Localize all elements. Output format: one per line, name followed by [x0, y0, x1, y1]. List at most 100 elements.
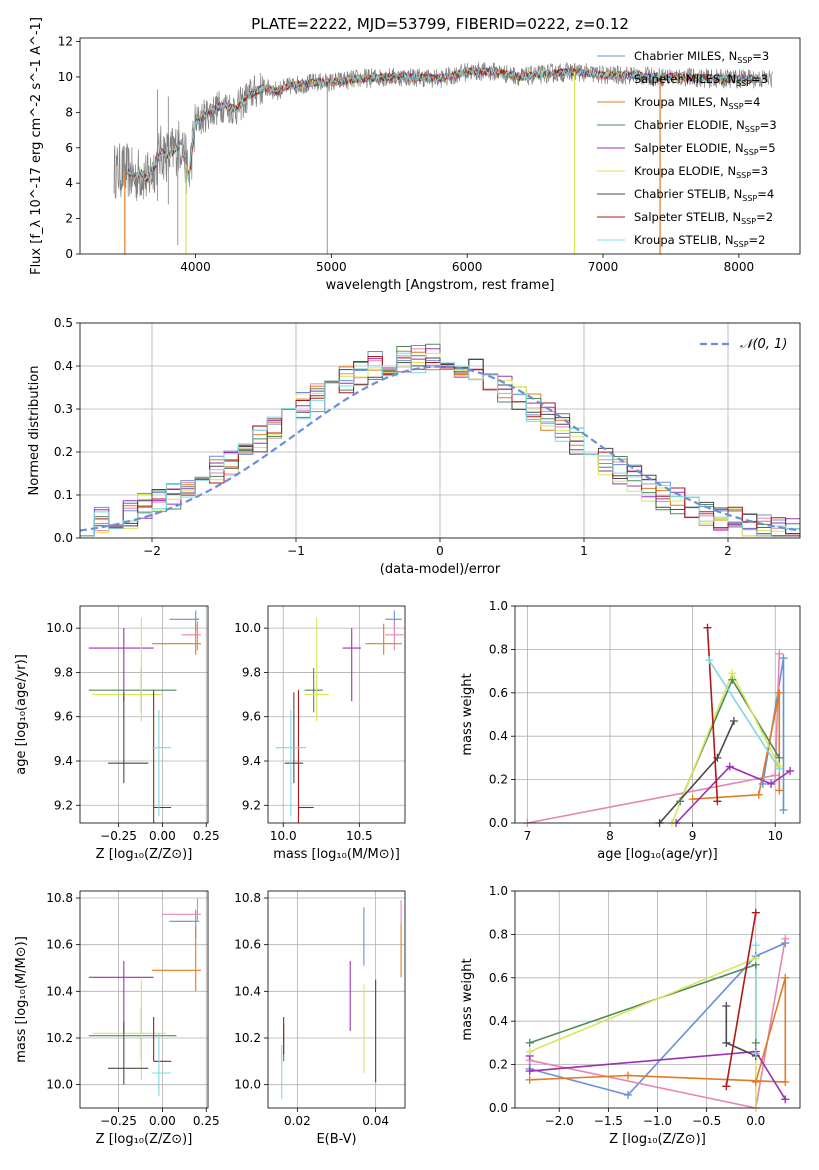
weight-line-kroupa_elodie [529, 957, 757, 1108]
x-tick-label: −2 [143, 544, 161, 558]
y-tick-label: 10.6 [46, 938, 73, 952]
legend-label-chabrier_stelib: Chabrier STELIB, NSSP=4 [634, 187, 774, 203]
weight-marker-chabrier_elodie [775, 753, 784, 762]
weight-marker-chabrier_stelib [722, 1002, 731, 1011]
x-tick-label: 1 [580, 544, 588, 558]
y-tick-label: 0.3 [54, 402, 73, 416]
y-tick-label: 4 [65, 176, 73, 190]
weight-marker-kroupa_miles [754, 790, 763, 799]
weight-marker-salpeter_miles [781, 934, 790, 943]
panel-6: 0.02 0.04 10.0 10.2 10.4 10.6 10.8 E(B-V) [234, 890, 406, 1147]
weight-marker-salpeter_stelib [713, 797, 722, 806]
weight-marker-kroupa_stelib [775, 764, 784, 773]
weight-line-kroupa_miles [692, 692, 781, 800]
x-tick-label: −1 [287, 544, 305, 558]
weight-marker-kroupa_miles [525, 1075, 534, 1084]
y-tick-label: 10.8 [46, 891, 73, 905]
y-tick-label: 0.8 [489, 927, 508, 941]
legend-label-chabrier_elodie: Chabrier ELODIE, NSSP=3 [634, 118, 777, 134]
weight-marker-kroupa_stelib [705, 656, 714, 665]
weight-marker-kroupa_miles [751, 1077, 760, 1086]
legend: Chabrier MILES, NSSP=3 Salpeter MILES, NS… [597, 49, 777, 249]
plot-frame [79, 322, 801, 539]
weight-line-salpeter_elodie [675, 765, 791, 823]
plot-frame [79, 890, 209, 1109]
weight-marker-chabrier_miles [624, 1090, 633, 1099]
x-tick-label: 10.5 [346, 829, 373, 843]
x-tick-label: 6000 [452, 260, 483, 274]
x-tick-label: 0.00 [149, 1114, 176, 1128]
y-tick-label: 10.2 [46, 1031, 73, 1045]
y-tick-label: 0.6 [489, 686, 508, 700]
weight-marker-salpeter_miles [771, 771, 780, 780]
y-tick-label: 10.6 [234, 938, 261, 952]
x-tick-label: 0.0 [746, 1114, 765, 1128]
plot-area [80, 606, 208, 823]
y-tick-label: 0.2 [489, 1058, 508, 1072]
y-axis-label: mass [log₁₀(M/M⊙)] [14, 936, 29, 1063]
y-tick-label: 10.0 [46, 621, 73, 635]
weight-marker-kroupa_elodie [751, 954, 760, 963]
x-axis-label: Z [log₁₀(Z/Z⊙)] [96, 847, 193, 862]
panel-7: −2.0 −1.5 −1.0 −0.5 0.0 0.0 0.2 0.4 0.6 0.8 1.0 Z [… [460, 884, 801, 1147]
y-tick-label: 0.4 [489, 1014, 508, 1028]
x-tick-label: −0.5 [692, 1114, 721, 1128]
weight-line-kroupa_stelib [708, 659, 780, 770]
plot-area [515, 606, 800, 823]
weight-marker-chabrier_stelib [722, 1038, 731, 1047]
weight-line-salpeter_stelib [725, 912, 757, 1087]
y-tick-label: 0.4 [489, 729, 508, 743]
normal-curve [80, 365, 800, 532]
panel-3: 10.0 10.5 9.2 9.4 9.6 9.8 10.0 mass [log₁₀(M/M⊙… [234, 605, 406, 862]
weight-marker-kroupa_miles [775, 688, 784, 697]
x-tick-label: −1.5 [594, 1114, 623, 1128]
y-axis-label: age [log₁₀(age/yr)] [14, 654, 29, 775]
weight-marker-kroupa_miles [781, 973, 790, 982]
y-tick-label: 0.4 [54, 359, 73, 373]
x-tick-label: 10.0 [270, 829, 297, 843]
y-tick-label: 9.6 [54, 710, 73, 724]
weight-marker-kroupa_miles [688, 795, 697, 804]
y-tick-label: 1.0 [489, 884, 508, 898]
weight-marker-salpeter_elodie [525, 1067, 534, 1076]
x-tick-label: 8000 [724, 260, 755, 274]
plot-area [113, 61, 773, 254]
y-axis-label: mass weight [460, 673, 475, 755]
y-tick-label: 0.2 [54, 445, 73, 459]
x-tick-label: 10 [768, 829, 783, 843]
x-tick-label: −0.25 [100, 1114, 137, 1128]
model-spectrum-chabrier_stelib [127, 66, 760, 183]
legend-label-kroupa_stelib: Kroupa STELIB, NSSP=2 [634, 233, 765, 249]
y-tick-label: 8 [65, 105, 73, 119]
plot-area [268, 891, 405, 1108]
weight-line-chabrier_miles [762, 657, 785, 810]
figure-title: PLATE=2222, MJD=53799, FIBERID=0222, z=0… [251, 15, 629, 33]
weight-marker-chabrier_stelib [729, 717, 738, 726]
y-tick-label: 10 [58, 70, 73, 84]
y-tick-label: 9.8 [54, 665, 73, 679]
y-tick-label: 10.4 [46, 984, 73, 998]
legend-label-salpeter_elodie: Salpeter ELODIE, NSSP=5 [634, 141, 776, 157]
y-tick-label: 6 [65, 141, 73, 155]
y-tick-label: 10.0 [234, 1078, 261, 1092]
y-tick-label: 2 [65, 212, 73, 226]
x-axis-label: wavelength [Angstrom, rest frame] [326, 278, 555, 293]
x-tick-label: −0.25 [100, 829, 137, 843]
plot-frame [79, 37, 801, 255]
y-axis-label: Flux [f_λ 10^-17 erg cm^-2 s^-1 A^-1] [29, 17, 44, 275]
weight-marker-salpeter_elodie [725, 762, 734, 771]
y-tick-label: 0.2 [489, 773, 508, 787]
weight-marker-kroupa_miles [781, 1077, 790, 1086]
weight-marker-salpeter_elodie [767, 779, 776, 788]
weight-marker-kroupa_miles [775, 786, 784, 795]
y-tick-label: 10.4 [234, 984, 261, 998]
panel-2: −0.25 0.00 0.25 9.2 9.4 9.6 9.8 10.0 Z [log₁₀(Z/… [14, 605, 220, 862]
y-tick-label: 0.1 [54, 488, 73, 502]
model-spectrum-kroupa_stelib [127, 66, 760, 182]
weight-line-salpeter_miles [527, 653, 781, 823]
plot-area [80, 891, 208, 1108]
x-axis-label: Z [log₁₀(Z/Z⊙)] [96, 1132, 193, 1147]
plot-frame [267, 890, 406, 1109]
plot-area [515, 891, 800, 1108]
legend-label-normal: 𝒩(0, 1) [740, 337, 787, 352]
